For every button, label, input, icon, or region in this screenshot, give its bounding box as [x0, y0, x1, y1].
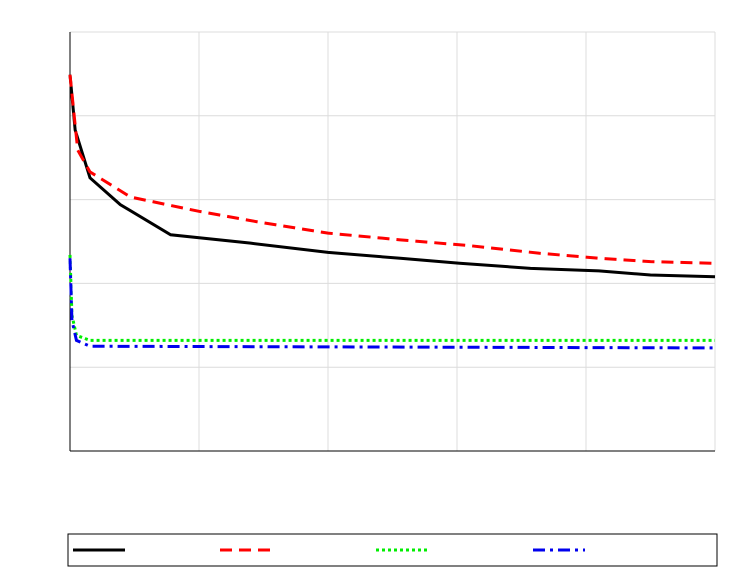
data-line	[68, 254, 715, 342]
legend-box	[67, 533, 718, 567]
data-line	[68, 74, 716, 279]
data-line	[68, 258, 716, 350]
data-line	[68, 74, 716, 265]
